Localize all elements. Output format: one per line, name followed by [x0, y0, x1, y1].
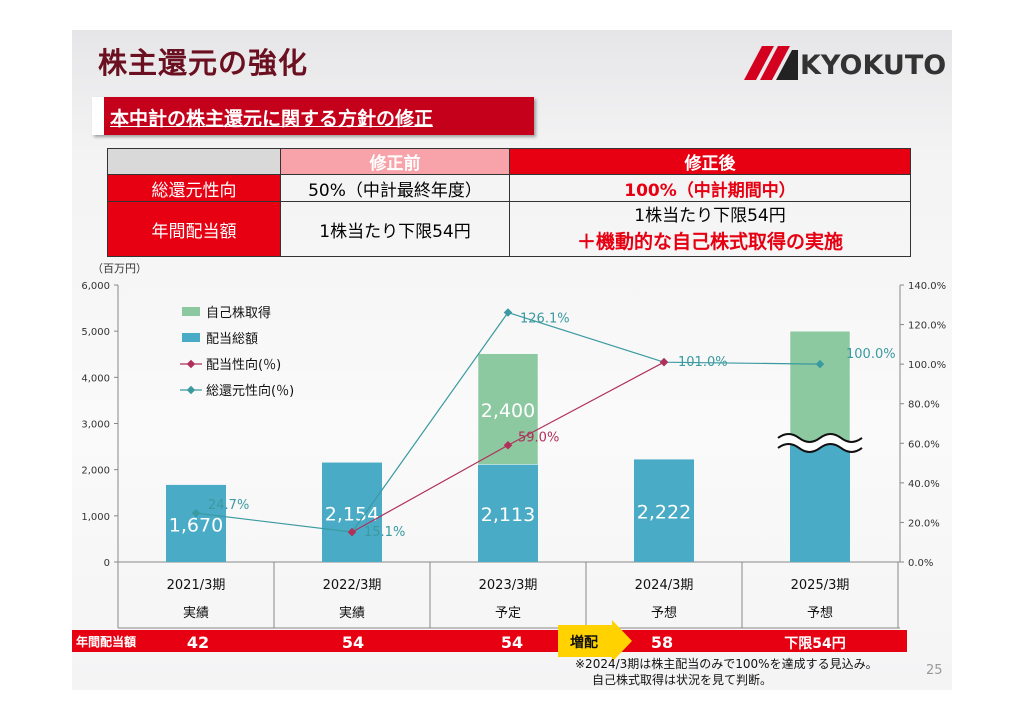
- y-axis-tick-label: 5,000: [81, 327, 110, 338]
- y-axis-tick-label: 4,000: [81, 373, 110, 384]
- bar-value-label: 1,670: [169, 514, 223, 536]
- x-axis-category-label: 2024/3期: [635, 578, 694, 593]
- policy-comparison-table: 修正前 修正後 総還元性向 50%（中計最終年度） 100%（中計期間中） 年間…: [107, 148, 911, 257]
- subtitle-text: 本中計の株主還元に関する方針の修正: [110, 108, 434, 130]
- legend-label: 自己株取得: [206, 305, 271, 321]
- annual-dividend-value: 下限54円: [784, 636, 845, 652]
- total-return-ratio-label: 100.0%: [846, 347, 896, 362]
- kyokuto-logo-mark-icon: [744, 46, 798, 80]
- total-return-ratio-point: [815, 359, 825, 369]
- annual-dividend-value: 54: [342, 633, 364, 652]
- y2-axis-tick-label: 80.0%: [908, 400, 940, 411]
- x-axis-status-label: 実績: [183, 605, 209, 621]
- y2-axis-tick-label: 100.0%: [908, 360, 946, 371]
- legend-swatch: [182, 333, 200, 342]
- y2-axis-tick-label: 20.0%: [908, 518, 940, 529]
- header-blank-cell: [107, 148, 281, 175]
- section-subtitle: 本中計の株主還元に関する方針の修正: [92, 97, 534, 135]
- total-return-ratio-label: 15.1%: [364, 525, 405, 540]
- annual-dividend-label: 年間配当額: [76, 634, 136, 649]
- row-before-payout: 50%（中計最終年度）: [280, 174, 510, 202]
- row-after-dividend-line2: ＋機動的な自己株式取得の実施: [576, 231, 843, 253]
- row-after-dividend: 1株当たり下限54円 ＋機動的な自己株式取得の実施: [509, 201, 911, 257]
- y2-axis-tick-label: 140.0%: [908, 281, 946, 292]
- y-axis-unit-label: （百万円）: [92, 262, 147, 275]
- total-return-ratio-label: 24.7%: [208, 498, 249, 513]
- legend-marker: [186, 359, 196, 369]
- bar-dividend-total: [166, 484, 226, 562]
- table-row: 総還元性向 50%（中計最終年度） 100%（中計期間中）: [107, 174, 911, 202]
- row-label-payout: 総還元性向: [107, 174, 281, 202]
- footnote: ※2024/3期は株主配当のみで100%を達成する見込み。 自己株式取得は状況を…: [575, 656, 878, 688]
- x-axis-status-label: 実績: [339, 605, 365, 621]
- row-label-dividend: 年間配当額: [107, 201, 281, 257]
- axis-break-line: [777, 442, 863, 453]
- y-axis-tick-label: 2,000: [81, 466, 110, 477]
- legend-label: 配当性向(％): [206, 357, 281, 373]
- footnote-line-1: ※2024/3期は株主配当のみで100%を達成する見込み。: [575, 657, 878, 671]
- y2-axis-tick-label: 40.0%: [908, 479, 940, 490]
- x-axis-category-label: 2022/3期: [323, 578, 382, 593]
- payout-ratio-point: [503, 441, 513, 450]
- row-after-dividend-line1: 1株当たり下限54円: [634, 206, 786, 226]
- page-number: 25: [926, 663, 943, 678]
- y-axis-tick-label: 6,000: [81, 281, 110, 292]
- table-row: 年間配当額 1株当たり下限54円 1株当たり下限54円 ＋機動的な自己株式取得の…: [107, 201, 911, 257]
- bar-value-label: 2,400: [481, 400, 535, 422]
- header-before: 修正前: [280, 148, 510, 175]
- annual-dividend-bar: [72, 630, 907, 652]
- y-axis-tick-label: 0: [104, 558, 110, 569]
- payout-ratio-point: [347, 527, 357, 537]
- x-axis-category-label: 2021/3期: [167, 578, 226, 593]
- x-axis-status-label: 予定: [495, 606, 521, 621]
- total-return-ratio-label: 101.0%: [678, 355, 728, 370]
- legend-marker: [186, 385, 196, 395]
- increase-arrow-label: 増配: [570, 634, 598, 651]
- total-return-ratio-label: 126.1%: [520, 312, 570, 327]
- x-axis-category-label: 2023/3期: [479, 578, 538, 593]
- bar-share-buyback: [789, 330, 851, 443]
- bar-dividend-total: [634, 459, 694, 562]
- legend-label: 総還元性向(％): [206, 383, 294, 399]
- annual-dividend-value: 42: [187, 633, 209, 652]
- bar-dividend-total: [478, 464, 538, 562]
- bar-value-label: 2,222: [637, 502, 691, 524]
- annual-dividend-value: 54: [501, 633, 523, 652]
- logo-text: KYOKUTO: [800, 50, 947, 81]
- page-title: 株主還元の強化: [98, 46, 309, 80]
- payout-ratio-label: 59.0%: [518, 430, 559, 445]
- annual-dividend-value: 58: [651, 633, 673, 652]
- y2-axis-tick-label: 60.0%: [908, 439, 940, 450]
- x-axis-status-label: 予想: [651, 605, 677, 621]
- payout-ratio-point: [659, 357, 669, 367]
- increase-arrow-icon: [558, 620, 632, 662]
- y-axis-tick-label: 1,000: [81, 512, 110, 523]
- bar-dividend-total: [790, 441, 850, 562]
- bar-value-label: 2,113: [481, 504, 535, 526]
- x-axis-status-label: 予想: [807, 605, 833, 621]
- footnote-line-2: 自己株式取得は状況を見て判断。: [592, 673, 773, 687]
- y-axis-tick-label: 3,000: [81, 420, 110, 431]
- bar-dividend-total: [322, 462, 382, 562]
- company-logo: KYOKUTO: [740, 44, 946, 84]
- bar-value-label: 2,154: [325, 503, 379, 525]
- y2-axis-tick-label: 0.0%: [908, 558, 933, 569]
- axis-break-line: [777, 432, 863, 443]
- x-axis-category-label: 2025/3期: [791, 578, 850, 593]
- legend-swatch: [182, 307, 200, 316]
- y2-axis-tick-label: 120.0%: [908, 321, 946, 332]
- legend-label: 配当総額: [206, 332, 258, 347]
- total-return-ratio-point: [503, 308, 513, 317]
